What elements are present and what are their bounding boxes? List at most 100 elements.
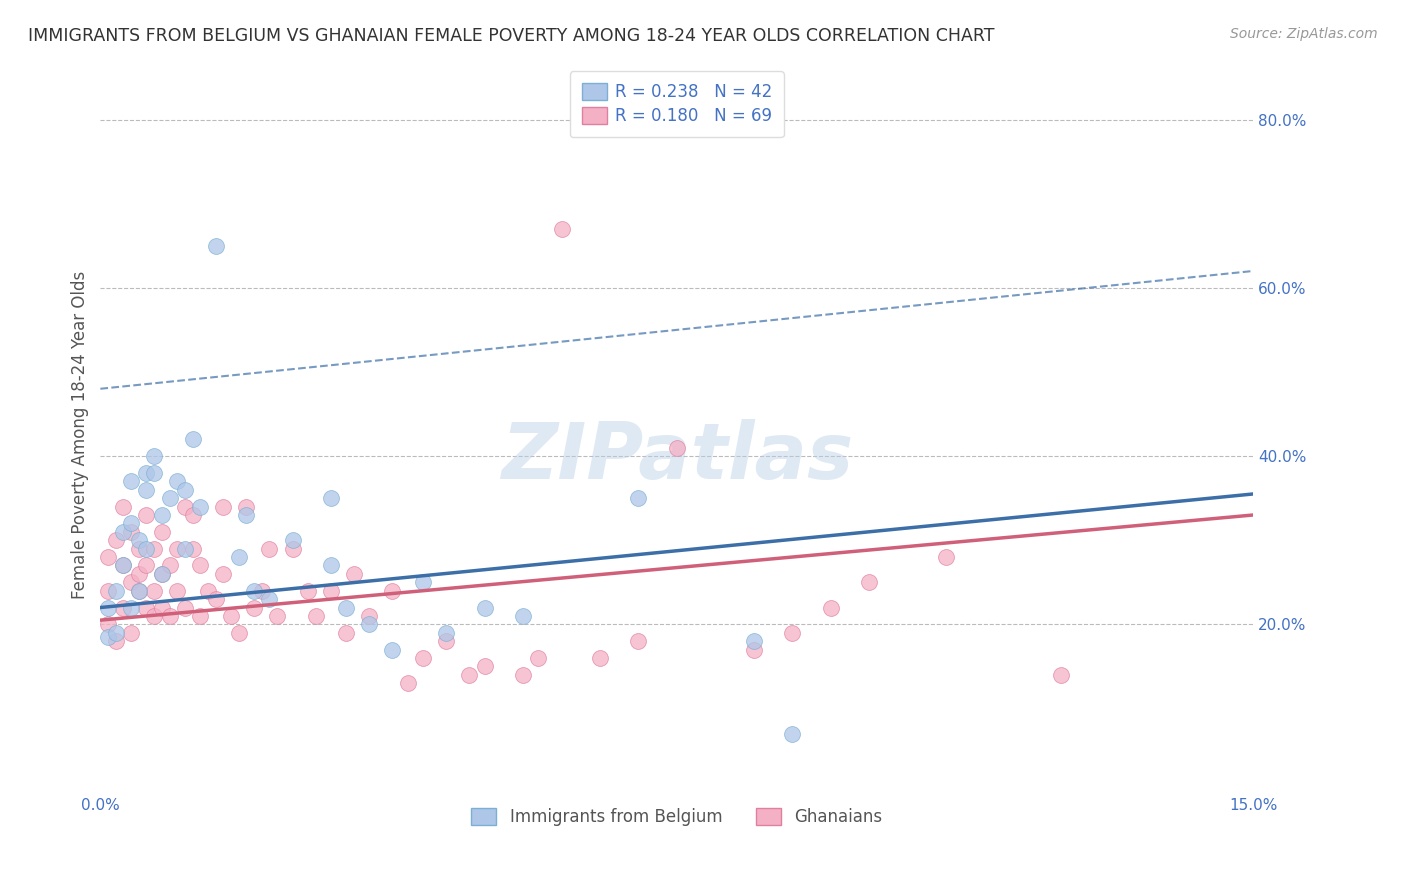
Point (512, 609, 534, 624)
Point (181, 541, 204, 556)
Point (858, 575, 880, 590)
Point (104, 625, 127, 640)
Point (112, 524, 135, 539)
Point (143, 541, 166, 556)
Point (112, 500, 135, 514)
Point (174, 600, 197, 615)
Point (166, 583, 188, 598)
Point (527, 651, 550, 665)
Point (381, 642, 404, 657)
Point (128, 583, 150, 598)
Point (150, 600, 173, 615)
Point (166, 541, 188, 556)
Point (135, 600, 157, 615)
Point (212, 500, 235, 514)
Point (219, 609, 242, 624)
Point (135, 508, 157, 522)
Point (150, 508, 173, 522)
Point (343, 566, 366, 581)
Point (359, 617, 381, 632)
Point (135, 541, 157, 556)
Point (335, 600, 357, 615)
Point (188, 558, 211, 573)
Point (742, 642, 765, 657)
Point (259, 541, 281, 556)
Point (143, 449, 166, 463)
Point (97, 630, 120, 644)
Point (112, 558, 135, 573)
Point (188, 609, 211, 624)
Point (97, 617, 120, 632)
Point (104, 634, 127, 648)
Point (381, 583, 404, 598)
Point (120, 524, 142, 539)
Point (150, 566, 173, 581)
Point (135, 558, 157, 573)
Point (181, 432, 204, 446)
Point (627, 491, 650, 505)
Point (181, 508, 204, 522)
Y-axis label: Female Poverty Among 18-24 Year Olds: Female Poverty Among 18-24 Year Olds (72, 271, 89, 599)
Point (120, 475, 142, 489)
Point (120, 600, 142, 615)
Point (820, 600, 842, 615)
Point (228, 625, 250, 640)
Point (434, 625, 457, 640)
Point (319, 583, 342, 598)
Point (204, 592, 226, 607)
Point (780, 625, 803, 640)
Point (281, 541, 304, 556)
Text: Source: ZipAtlas.com: Source: ZipAtlas.com (1230, 27, 1378, 41)
Point (304, 609, 326, 624)
Point (120, 575, 142, 590)
Point (474, 659, 496, 673)
Point (512, 668, 534, 682)
Point (1050, 668, 1073, 682)
Point (112, 558, 135, 573)
Point (143, 583, 166, 598)
Text: ZIPatlas: ZIPatlas (501, 418, 853, 494)
Point (281, 533, 304, 548)
Point (97, 583, 120, 598)
Point (159, 558, 181, 573)
Point (104, 583, 127, 598)
Point (235, 508, 257, 522)
Point (166, 475, 188, 489)
Point (665, 441, 688, 455)
Point (150, 524, 173, 539)
Point (935, 550, 957, 565)
Point (104, 533, 127, 548)
Point (434, 634, 457, 648)
Point (97, 600, 120, 615)
Point (120, 516, 142, 531)
Point (742, 634, 765, 648)
Point (319, 491, 342, 505)
Point (259, 592, 281, 607)
Point (359, 609, 381, 624)
Point (159, 491, 181, 505)
Text: IMMIGRANTS FROM BELGIUM VS GHANAIAN FEMALE POVERTY AMONG 18-24 YEAR OLDS CORRELA: IMMIGRANTS FROM BELGIUM VS GHANAIAN FEMA… (28, 27, 994, 45)
Point (143, 466, 166, 480)
Point (150, 566, 173, 581)
Point (412, 575, 434, 590)
Point (474, 600, 496, 615)
Point (550, 222, 572, 236)
Point (297, 583, 319, 598)
Point (197, 583, 219, 598)
Point (159, 609, 181, 624)
Point (458, 668, 481, 682)
Point (135, 466, 157, 480)
Point (627, 634, 650, 648)
Point (589, 651, 612, 665)
Point (120, 625, 142, 640)
Point (412, 651, 434, 665)
Point (243, 583, 266, 598)
Point (143, 609, 166, 624)
Point (266, 609, 288, 624)
Point (128, 541, 150, 556)
Point (97, 550, 120, 565)
Point (128, 566, 150, 581)
Point (235, 500, 257, 514)
Point (212, 566, 235, 581)
Point (135, 483, 157, 497)
